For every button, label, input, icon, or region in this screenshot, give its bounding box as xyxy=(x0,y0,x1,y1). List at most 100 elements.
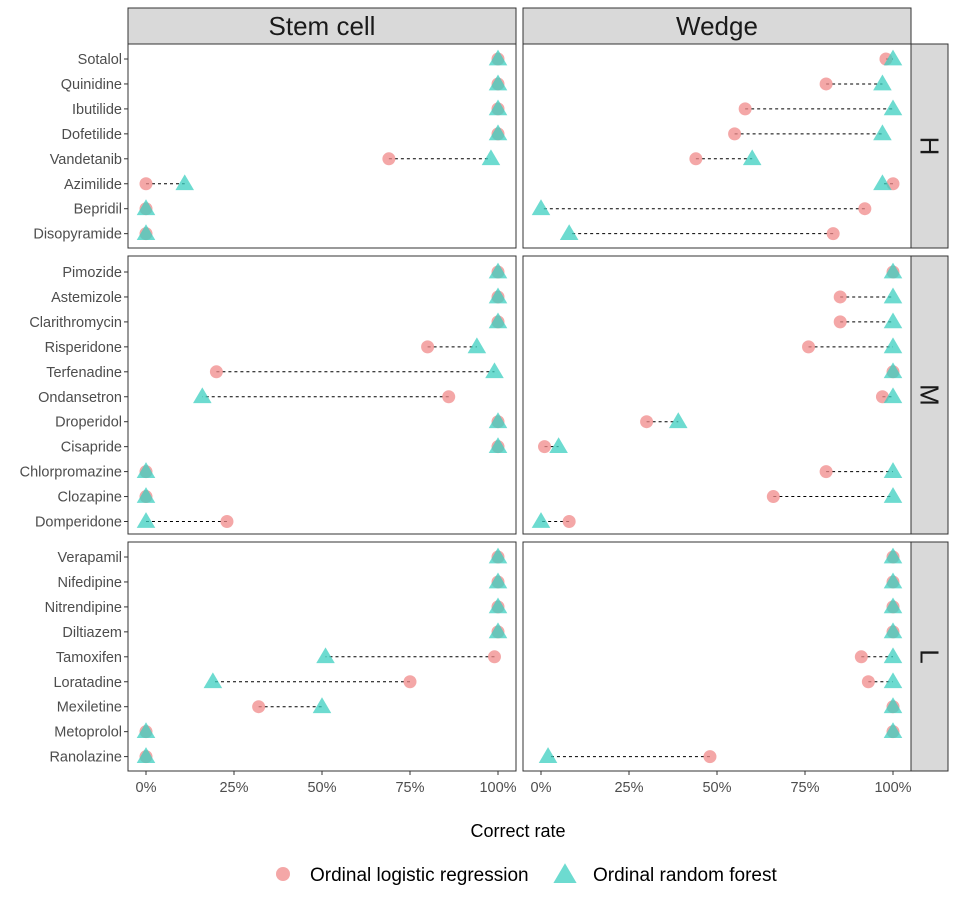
random-forest-point xyxy=(136,722,156,739)
random-forest-point xyxy=(883,387,903,404)
random-forest-point xyxy=(136,462,156,478)
random-forest-point xyxy=(488,262,508,279)
logistic-regression-point xyxy=(382,152,396,166)
row-strip xyxy=(910,541,949,772)
x-axis-title: Correct rate xyxy=(470,821,565,841)
logistic-regression-point xyxy=(562,515,576,528)
logistic-regression-point xyxy=(833,290,847,304)
random-forest-point xyxy=(883,597,903,614)
random-forest-point xyxy=(316,647,335,664)
random-forest-point xyxy=(669,412,688,429)
x-tick-label: 50% xyxy=(307,780,336,796)
logistic-regression-point xyxy=(819,465,833,479)
random-forest-point xyxy=(883,462,903,478)
column-strip-label: Wedge xyxy=(676,11,758,41)
random-forest-point xyxy=(488,124,508,141)
drug-label: Quinidine xyxy=(61,77,122,93)
drug-label: Bepridil xyxy=(74,202,122,218)
legend-label-logistic: Ordinal logistic regression xyxy=(310,865,529,886)
random-forest-point xyxy=(873,74,892,91)
random-forest-point xyxy=(883,337,903,354)
drug-label: Ondansetron xyxy=(38,390,122,406)
random-forest-point xyxy=(883,697,903,714)
strip-layer: Stem cell Wedge H M L xyxy=(127,7,949,772)
random-forest-point xyxy=(312,697,332,714)
random-forest-point xyxy=(883,312,903,329)
x-tick-label: 100% xyxy=(874,780,911,796)
random-forest-point xyxy=(488,547,508,564)
x-tick-label: 25% xyxy=(219,780,248,796)
random-forest-point xyxy=(136,512,156,528)
random-forest-point xyxy=(488,49,508,66)
logistic-regression-point xyxy=(403,675,417,689)
drug-label: Disopyramide xyxy=(33,227,122,243)
legend-label-forest: Ordinal random forest xyxy=(593,865,777,886)
legend: Ordinal logistic regression Ordinal rando… xyxy=(276,863,777,886)
x-tick-label: 75% xyxy=(395,780,424,796)
random-forest-point xyxy=(883,287,903,304)
random-forest-point xyxy=(883,572,903,589)
logistic-regression-point xyxy=(858,202,872,216)
logistic-regression-point xyxy=(833,315,847,329)
random-forest-point xyxy=(467,337,487,354)
drug-label: Terfenadine xyxy=(46,365,122,381)
drug-label: Droperidol xyxy=(55,415,122,431)
random-forest-point xyxy=(485,362,504,379)
random-forest-point xyxy=(883,362,903,379)
panel-stem-cell-m xyxy=(127,255,517,535)
drug-label: Clarithromycin xyxy=(29,315,122,331)
random-forest-point xyxy=(175,174,194,191)
random-forest-point xyxy=(873,124,892,141)
random-forest-point xyxy=(531,512,551,528)
random-forest-point xyxy=(488,287,508,304)
random-forest-point xyxy=(203,672,223,689)
random-forest-point xyxy=(531,199,551,216)
x-tick-label: 0% xyxy=(136,780,157,796)
random-forest-point xyxy=(488,597,508,614)
row-strip-label: H xyxy=(915,137,945,156)
x-tick-label: 50% xyxy=(702,780,731,796)
logistic-regression-point xyxy=(252,700,266,714)
drug-label: Pimozide xyxy=(62,265,122,281)
random-forest-point xyxy=(136,224,156,241)
logistic-regression-point xyxy=(139,177,153,191)
drug-label: Risperidone xyxy=(45,340,122,356)
drug-label: Nifedipine xyxy=(58,575,123,591)
drug-label: Metoprolol xyxy=(54,725,122,741)
random-forest-point xyxy=(883,262,903,279)
random-forest-point xyxy=(742,149,762,166)
drug-label: Vandetanib xyxy=(50,152,122,168)
logistic-regression-point xyxy=(728,127,742,141)
logistic-regression-point xyxy=(487,650,501,664)
logistic-regression-point xyxy=(703,750,717,764)
drug-label: Diltiazem xyxy=(62,625,122,641)
random-forest-point xyxy=(883,487,903,503)
drug-label: Ranolazine xyxy=(49,750,122,766)
logistic-regression-point xyxy=(640,415,654,429)
drug-label: Chlorpromazine xyxy=(20,465,122,481)
random-forest-point xyxy=(538,747,558,763)
logistic-regression-point xyxy=(802,340,816,354)
random-forest-point xyxy=(559,224,579,241)
x-tick-label: 100% xyxy=(479,780,516,796)
panel-wedge-m xyxy=(522,255,912,535)
panel-wedge-h xyxy=(522,43,912,249)
row-strip xyxy=(910,255,949,535)
drug-label: Loratadine xyxy=(53,675,122,691)
drug-label: Dofetilide xyxy=(62,127,122,143)
logistic-regression-point xyxy=(826,227,840,241)
row-strip xyxy=(910,43,949,249)
random-forest-point xyxy=(549,437,568,454)
x-tick-label: 75% xyxy=(790,780,819,796)
logistic-regression-point xyxy=(766,490,780,504)
random-forest-point xyxy=(488,99,508,116)
random-forest-point xyxy=(136,487,156,503)
drug-label: Cisapride xyxy=(61,440,122,456)
drug-label: Ibutilide xyxy=(72,102,122,118)
drug-label: Azimilide xyxy=(64,177,122,193)
drug-label: Domperidone xyxy=(35,515,122,531)
drug-label: Verapamil xyxy=(58,550,122,566)
panel-stem-cell-h xyxy=(127,43,517,249)
random-forest-point xyxy=(873,174,892,191)
random-forest-point xyxy=(883,49,903,66)
